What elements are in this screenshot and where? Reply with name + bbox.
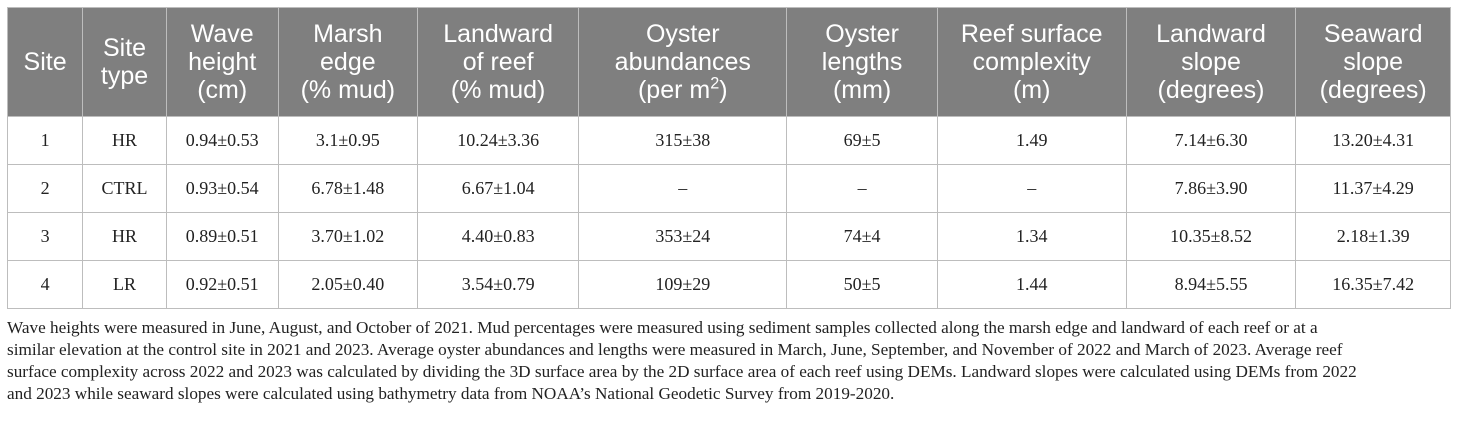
table-cell: 69±5 <box>786 116 938 165</box>
table-cell: 3.54±0.79 <box>417 260 580 309</box>
table-cell: 0.89±0.51 <box>165 212 279 261</box>
table-cell: 1 <box>6 116 84 165</box>
table-cell: 3.70±1.02 <box>277 212 419 261</box>
table-cell: 1.44 <box>936 260 1127 309</box>
table-cell: 109±29 <box>578 260 788 309</box>
table-cell: 4.40±0.83 <box>417 212 580 261</box>
table-cell: – <box>578 164 788 213</box>
table-cell: 7.86±3.90 <box>1125 164 1297 213</box>
table-cell: 6.78±1.48 <box>277 164 419 213</box>
table-cell: 3.1±0.95 <box>277 116 419 165</box>
header-reef-surface-complexity: Reef surface complexity (m) <box>936 7 1127 117</box>
table-cell: 1.49 <box>936 116 1127 165</box>
header-landward-slope: Landward slope (degrees) <box>1125 7 1297 117</box>
table-cell: 16.35±7.42 <box>1295 260 1451 309</box>
table-cell: 0.94±0.53 <box>165 116 279 165</box>
header-site: Site <box>6 7 84 117</box>
table-cell: CTRL <box>82 164 167 213</box>
table-cell: 315±38 <box>578 116 788 165</box>
table-cell: 2.18±1.39 <box>1295 212 1451 261</box>
table-cell: 0.92±0.51 <box>165 260 279 309</box>
table-cell: 2 <box>6 164 84 213</box>
table-cell: HR <box>82 212 167 261</box>
table-cell: 0.93±0.54 <box>165 164 279 213</box>
header-marsh-edge: Marsh edge (% mud) <box>277 7 419 117</box>
data-table: Site Site type Wave height (cm) Marsh edge (%… <box>6 7 1451 309</box>
table-row: 1 HR 0.94±0.53 3.1±0.95 10.24±3.36 315±3… <box>6 116 1451 165</box>
table-cell: 2.05±0.40 <box>277 260 419 309</box>
table-cell: 3 <box>6 212 84 261</box>
table-row: 4 LR 0.92±0.51 2.05±0.40 3.54±0.79 109±2… <box>6 260 1451 309</box>
footnote-line: similar elevation at the control site in… <box>7 340 1343 359</box>
table-row: 3 HR 0.89±0.51 3.70±1.02 4.40±0.83 353±2… <box>6 212 1451 261</box>
table-cell: 50±5 <box>786 260 938 309</box>
table-cell: – <box>936 164 1127 213</box>
table-cell: 1.34 <box>936 212 1127 261</box>
table-cell: LR <box>82 260 167 309</box>
footnote-line: Wave heights were measured in June, Augu… <box>7 318 1318 337</box>
header-site-type: Site type <box>82 7 167 117</box>
table-cell: 13.20±4.31 <box>1295 116 1451 165</box>
table-cell: 10.35±8.52 <box>1125 212 1297 261</box>
footnote-line: and 2023 while seaward slopes were calcu… <box>7 384 895 403</box>
table-cell: 4 <box>6 260 84 309</box>
header-row: Site Site type Wave height (cm) Marsh edge (%… <box>6 7 1451 117</box>
table-cell: 6.67±1.04 <box>417 164 580 213</box>
header-wave-height: Wave height (cm) <box>165 7 279 117</box>
table-cell: HR <box>82 116 167 165</box>
header-seaward-slope: Seaward slope (degrees) <box>1295 7 1451 117</box>
table-cell: 74±4 <box>786 212 938 261</box>
table-footnote: Wave heights were measured in June, Augu… <box>7 317 1451 405</box>
table-row: 2 CTRL 0.93±0.54 6.78±1.48 6.67±1.04 – –… <box>6 164 1451 213</box>
table-cell: 7.14±6.30 <box>1125 116 1297 165</box>
table-cell: 11.37±4.29 <box>1295 164 1451 213</box>
table-container: Site Site type Wave height (cm) Marsh edge (%… <box>6 7 1451 405</box>
table-cell: 10.24±3.36 <box>417 116 580 165</box>
table-cell: 353±24 <box>578 212 788 261</box>
header-oyster-lengths: Oyster lengths (mm) <box>786 7 938 117</box>
table-cell: 8.94±5.55 <box>1125 260 1297 309</box>
footnote-line: surface complexity across 2022 and 2023 … <box>7 362 1357 381</box>
header-landward-of-reef: Landward of reef (% mud) <box>417 7 580 117</box>
table-cell: – <box>786 164 938 213</box>
header-oyster-abundances: Oyster abundances (per m2) <box>578 7 788 117</box>
